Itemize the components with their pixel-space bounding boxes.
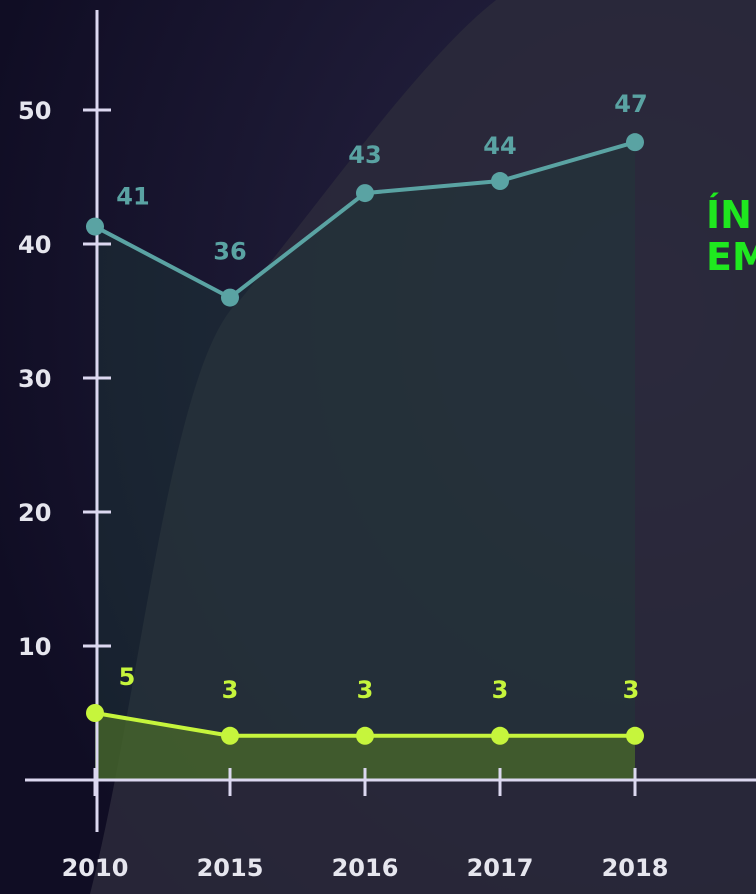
y-tick-label: 30 [18,365,51,393]
x-tick-label: 2015 [197,854,264,882]
data-label: 36 [213,238,246,266]
data-point [221,726,239,745]
data-point [626,726,644,745]
chart-title-line: ÍN [706,193,752,237]
chart-title-line: EM [706,235,756,279]
x-tick-label: 2017 [467,854,534,882]
data-label: 44 [483,132,516,160]
data-point [86,704,104,722]
data-point [626,133,644,152]
data-point [491,172,509,191]
y-tick-label: 50 [18,97,51,125]
y-tick-label: 10 [18,633,51,661]
x-tick-label: 2016 [332,854,399,882]
data-point [221,288,239,307]
background-panel [90,0,756,894]
y-tick-label: 20 [18,499,51,527]
data-label: 5 [119,663,136,691]
data-label: 3 [623,676,640,704]
data-label: 43 [348,141,381,169]
data-label: 3 [492,676,509,704]
data-label: 3 [357,676,374,704]
data-point [491,726,509,745]
data-label: 47 [614,90,647,118]
data-point [86,217,104,236]
data-label: 3 [222,676,239,704]
y-tick-label: 40 [18,231,51,259]
data-label: 41 [116,183,149,211]
x-tick-label: 2018 [602,854,669,882]
data-point [356,726,374,745]
series-area-2 [95,713,635,780]
x-tick-label: 2010 [62,854,129,882]
data-point [356,184,374,203]
